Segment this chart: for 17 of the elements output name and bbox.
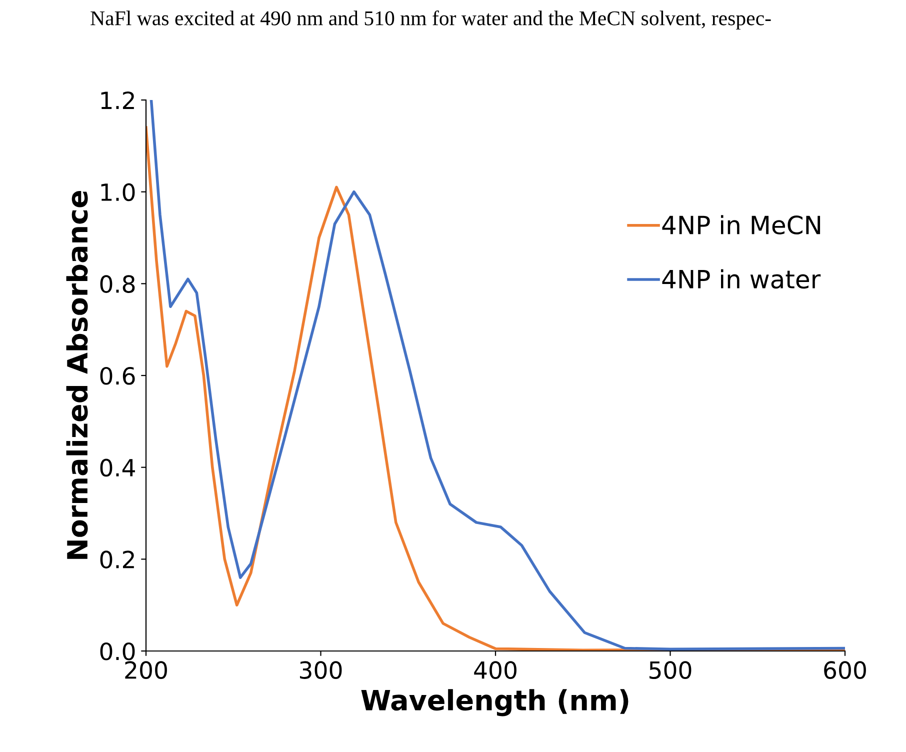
y-tick-label: 0.6 bbox=[100, 366, 135, 385]
x-tick-label: 500 bbox=[650, 661, 692, 679]
y-tick-label: 1.2 bbox=[101, 91, 134, 109]
x-tick-label: 400 bbox=[474, 661, 516, 679]
legend-label: 4NP in MeCN bbox=[662, 215, 820, 234]
legend-label: 4NP in water bbox=[662, 269, 821, 289]
y-tick-label: 0.4 bbox=[100, 458, 135, 477]
x-tick-label: 300 bbox=[300, 661, 342, 679]
text: NaFl was excited at 490 nm and 510 nm for water and the MeCN solvent, respec- bbox=[90, 10, 771, 30]
y-tick-label: 0.2 bbox=[100, 550, 134, 568]
y-tick-label: 1.0 bbox=[101, 183, 135, 202]
y-axis-title: Normalized Absorbance bbox=[66, 190, 88, 559]
x-tick-label: 600 bbox=[824, 661, 866, 679]
y-tick-label: 0.0 bbox=[100, 642, 135, 660]
x-axis-title: Wavelength (nm) bbox=[361, 689, 628, 716]
y-tick-label: 0.8 bbox=[100, 275, 135, 293]
x-tick-label: 200 bbox=[125, 661, 167, 679]
